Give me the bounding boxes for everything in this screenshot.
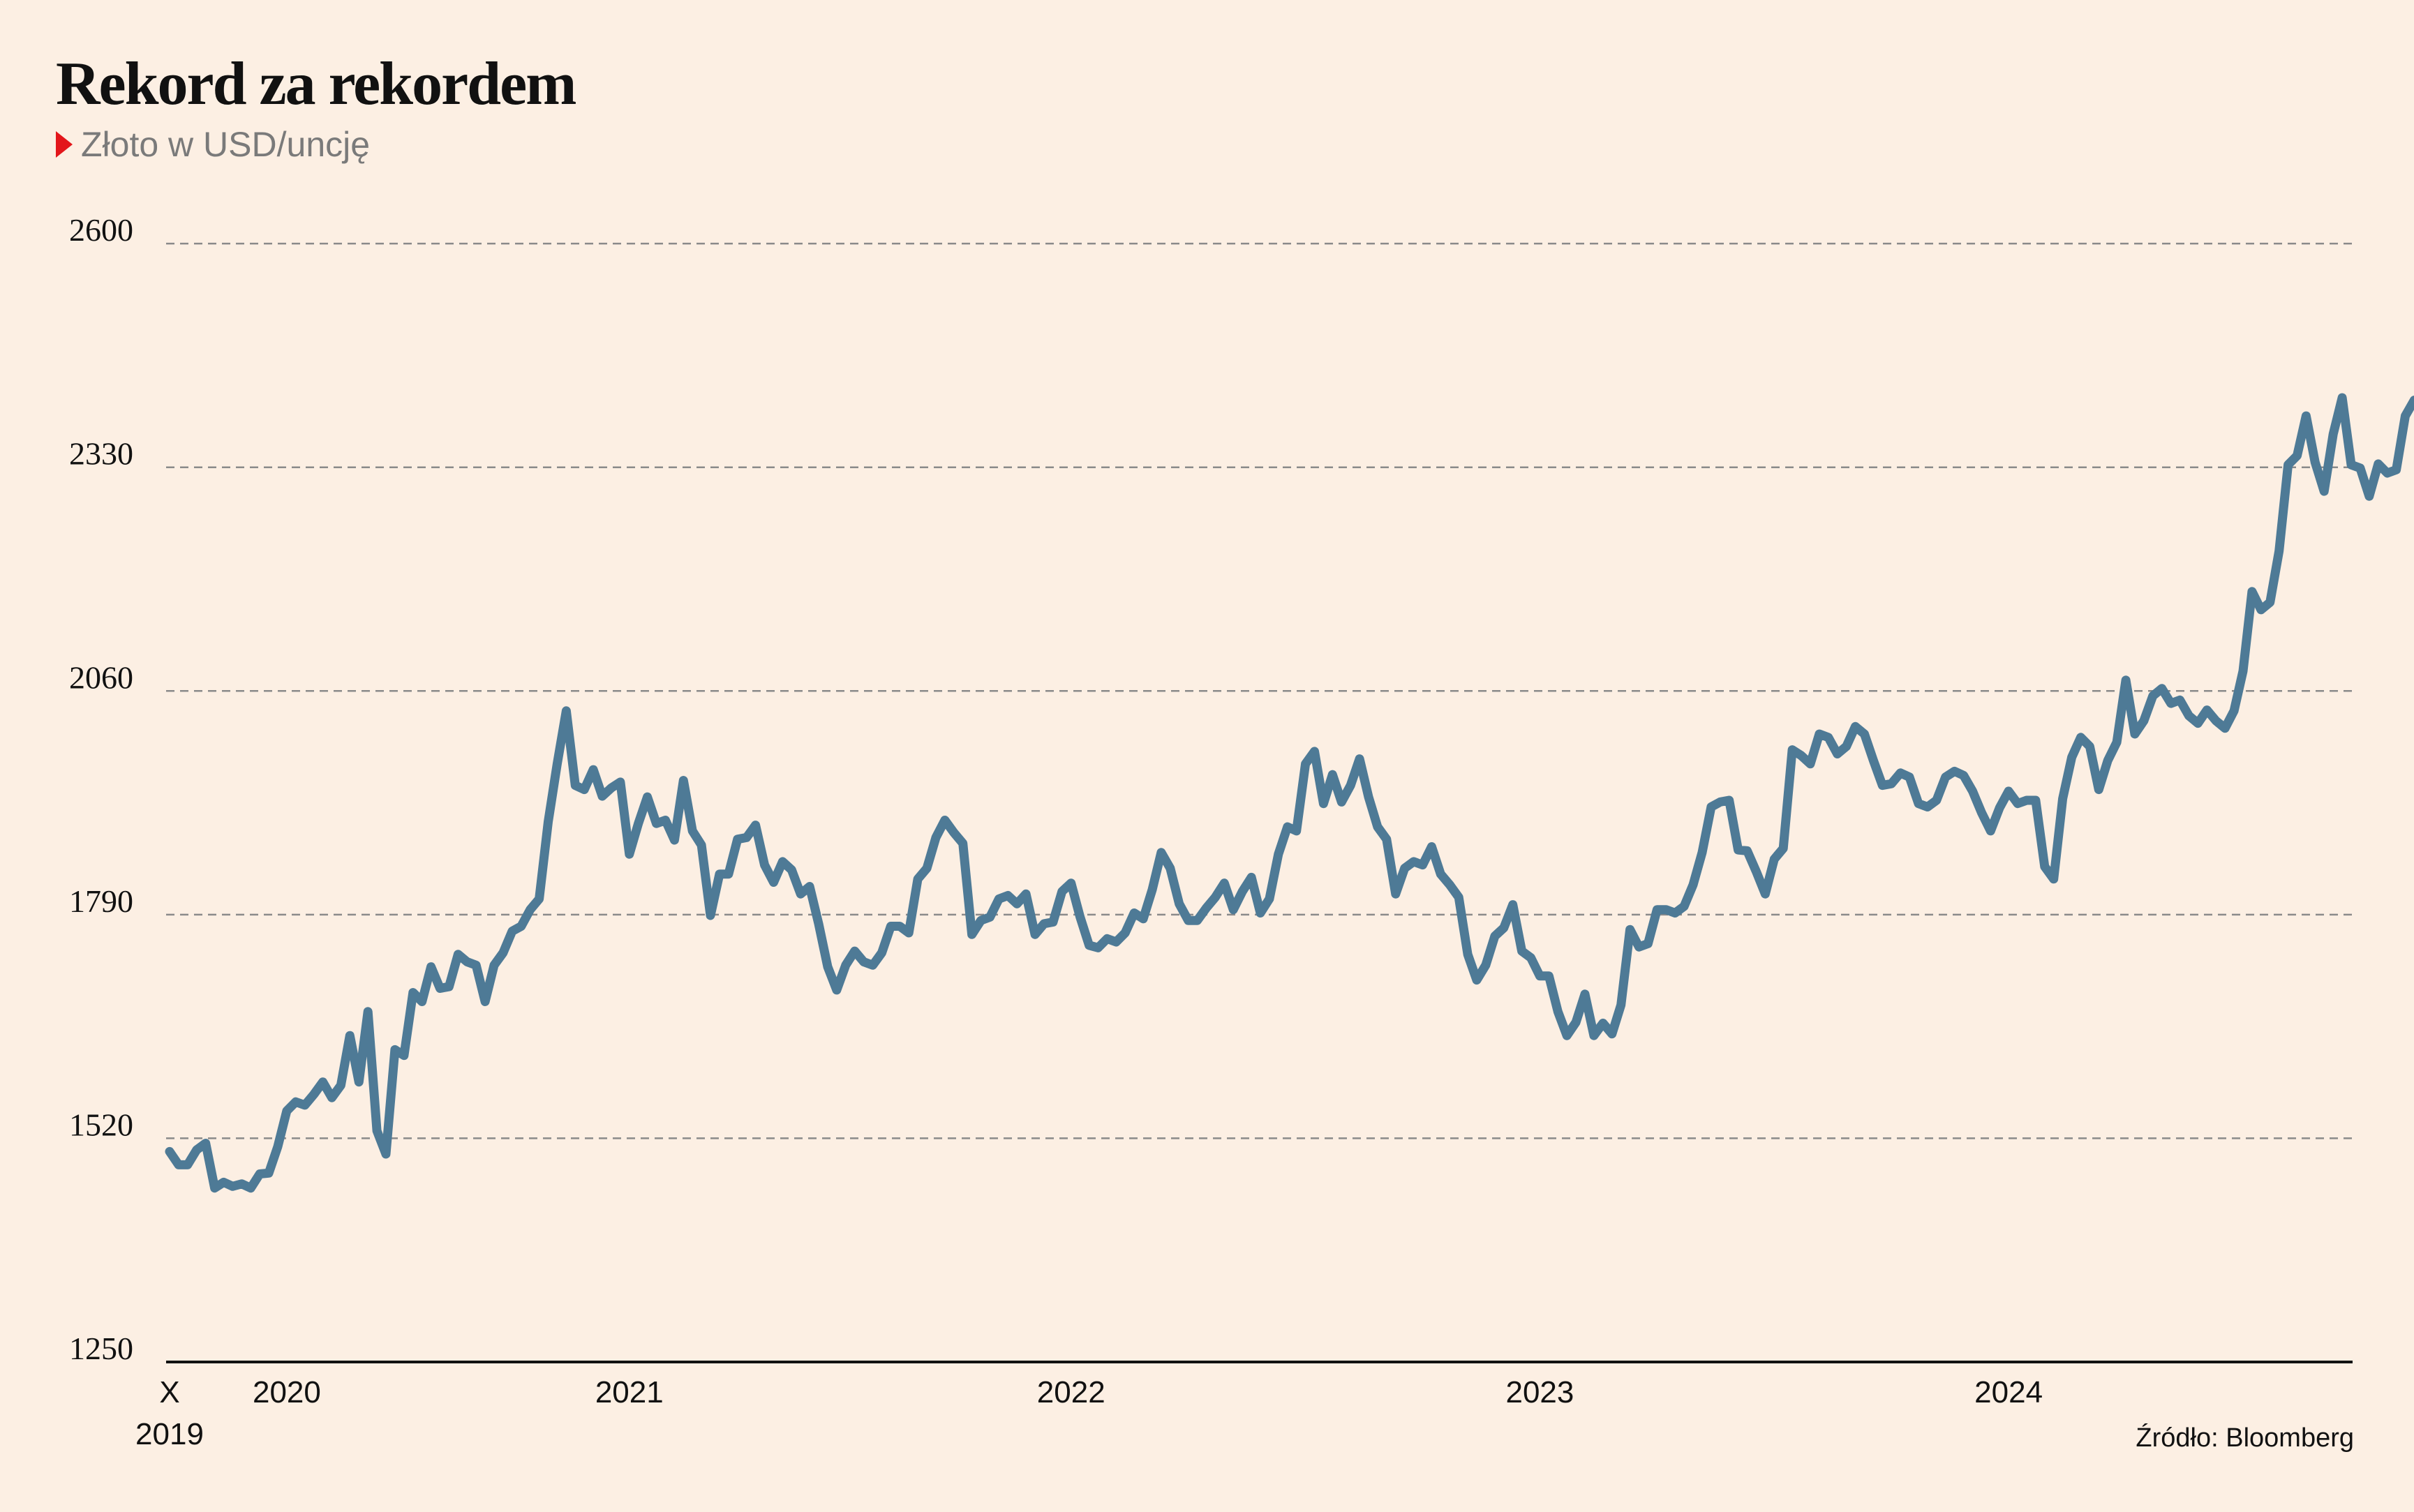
marker bbox=[56, 131, 73, 158]
x-tick-label: 2024 bbox=[1974, 1375, 2043, 1409]
source: Źródło: Bloomberg bbox=[2136, 1423, 2354, 1453]
x-tick-label: X 2019 bbox=[135, 1375, 204, 1451]
y-tick-label: 1250 bbox=[69, 1331, 133, 1366]
y-tick-label: 1790 bbox=[69, 883, 133, 919]
x-tick-label: 2020 bbox=[252, 1375, 321, 1409]
y-tick-label: 1520 bbox=[69, 1107, 133, 1142]
y-tick-label: 2330 bbox=[69, 436, 133, 472]
x-tick-label: 2023 bbox=[1505, 1375, 1574, 1409]
x-tick-label: 2021 bbox=[595, 1375, 664, 1409]
y-tick-label: 2060 bbox=[69, 659, 133, 695]
y-tick-label: 2600 bbox=[69, 212, 133, 248]
data-line bbox=[165, 393, 2414, 1193]
subtitle: Złoto w USD/uncję bbox=[56, 124, 370, 165]
chart-title: Rekord za rekordem bbox=[56, 50, 576, 118]
subtitle-text: Złoto w USD/uncję bbox=[81, 125, 371, 164]
x-tick-label: 2022 bbox=[1036, 1375, 1105, 1409]
